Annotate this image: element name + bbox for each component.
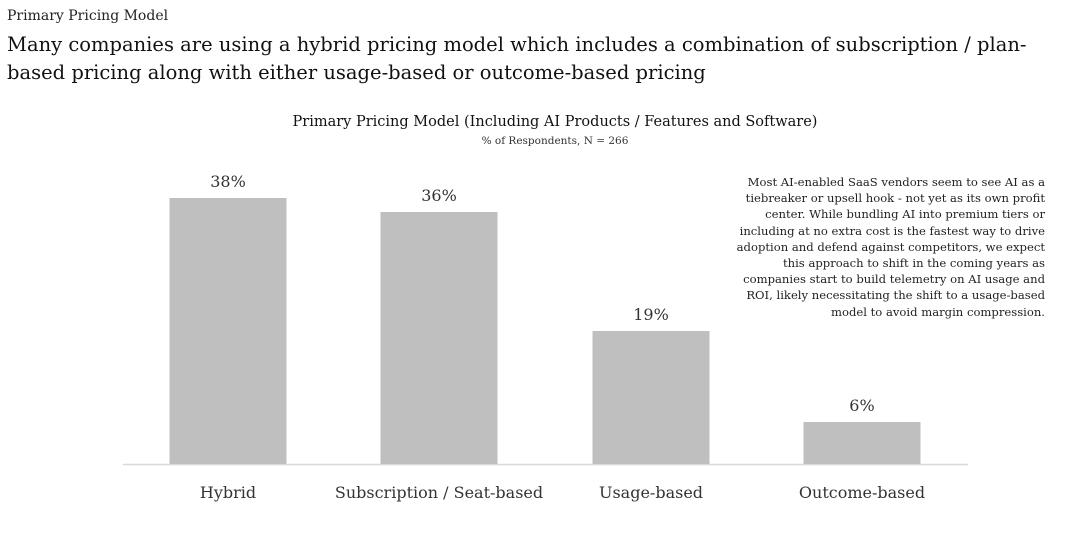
section-eyebrow: Primary Pricing Model	[7, 8, 169, 24]
data-label: 36%	[421, 186, 457, 205]
data-label: 19%	[633, 305, 669, 324]
chart-title: Primary Pricing Model (Including AI Prod…	[292, 114, 818, 130]
chart-subtitle: % of Respondents, N = 266	[481, 135, 629, 147]
category-label: Subscription / Seat-based	[335, 483, 543, 502]
bar	[380, 212, 498, 464]
data-label: 38%	[210, 172, 246, 191]
chart-annotation: Most AI-enabled SaaS vendors seem to see…	[736, 175, 1045, 319]
bar	[169, 198, 287, 464]
category-label: Usage-based	[599, 483, 703, 502]
page-headline: Many companies are using a hybrid pricin…	[7, 33, 1027, 84]
data-label: 6%	[849, 396, 874, 415]
bar	[803, 422, 921, 464]
category-label: Outcome-based	[799, 483, 925, 502]
bar	[592, 331, 710, 464]
category-label: Hybrid	[200, 483, 256, 502]
